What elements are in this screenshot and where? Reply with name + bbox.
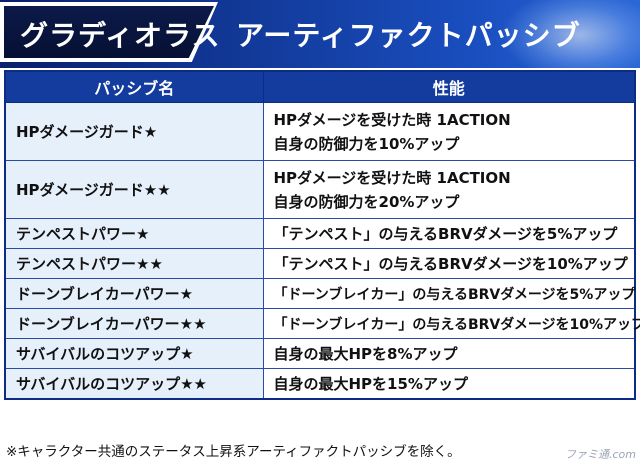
passive-name: HPダメージガード★ (4, 102, 264, 161)
name-plate (4, 6, 214, 58)
table-row: HPダメージガード★ HPダメージを受けた時 1ACTION 自身の防御力を10… (4, 102, 636, 161)
passive-performance: 「ドーンブレイカー」の与えるBRVダメージを5%アップ (262, 278, 636, 309)
header-banner: グラディオラス アーティファクトパッシブ (0, 0, 640, 68)
passive-performance: 「テンペスト」の与えるBRVダメージを10%アップ (262, 248, 636, 279)
performance-line: 自身の防御力を10%アップ (273, 134, 460, 153)
passive-name: ドーンブレイカーパワー★ (4, 278, 264, 309)
banner-highlight (500, 0, 640, 68)
table-row: サバイバルのコツアップ★★ 自身の最大HPを15%アップ (4, 368, 636, 400)
passive-name: サバイバルのコツアップ★ (4, 338, 264, 369)
passive-name: テンペストパワー★★ (4, 248, 264, 279)
character-name: グラディオラス (20, 19, 221, 52)
table-row: テンペストパワー★★ 「テンペスト」の与えるBRVダメージを10%アップ (4, 248, 636, 279)
section-title: アーティファクトパッシブ (236, 19, 581, 52)
table-row: サバイバルのコツアップ★ 自身の最大HPを8%アップ (4, 338, 636, 369)
passive-performance: HPダメージを受けた時 1ACTION 自身の防御力を20%アップ (262, 160, 636, 219)
passive-name: テンペストパワー★ (4, 218, 264, 249)
table-row: ドーンブレイカーパワー★ 「ドーンブレイカー」の与えるBRVダメージを5%アップ (4, 278, 636, 309)
table-row: HPダメージガード★★ HPダメージを受けた時 1ACTION 自身の防御力を2… (4, 160, 636, 219)
performance-line: HPダメージを受けた時 1ACTION (273, 168, 511, 187)
passive-performance: HPダメージを受けた時 1ACTION 自身の防御力を10%アップ (262, 102, 636, 161)
passive-performance: 自身の最大HPを15%アップ (262, 368, 636, 400)
header-performance: 性能 (262, 70, 636, 103)
passive-performance: 「テンペスト」の与えるBRVダメージを5%アップ (262, 218, 636, 249)
passive-performance: 「ドーンブレイカー」の与えるBRVダメージを10%アップ (262, 308, 640, 339)
table-row: ドーンブレイカーパワー★★ 「ドーンブレイカー」の与えるBRVダメージを10%ア… (4, 308, 640, 339)
table-row: テンペストパワー★ 「テンペスト」の与えるBRVダメージを5%アップ (4, 218, 636, 249)
passive-name: サバイバルのコツアップ★★ (4, 368, 264, 400)
passive-name: ドーンブレイカーパワー★★ (4, 308, 264, 339)
performance-line: HPダメージを受けた時 1ACTION (273, 110, 511, 129)
watermark: ファミ通.com (565, 448, 636, 461)
passive-table: パッシブ名 性能 HPダメージガード★ HPダメージを受けた時 1ACTION … (4, 70, 640, 400)
passive-performance: 自身の最大HPを8%アップ (262, 338, 636, 369)
passive-name: HPダメージガード★★ (4, 160, 264, 219)
header-passive-name: パッシブ名 (4, 70, 264, 103)
performance-line: 自身の防御力を20%アップ (273, 192, 460, 211)
footnote: ※キャラクター共通のステータス上昇系アーティファクトパッシブを除く。 (6, 444, 461, 460)
table-header-row: パッシブ名 性能 (4, 70, 636, 103)
